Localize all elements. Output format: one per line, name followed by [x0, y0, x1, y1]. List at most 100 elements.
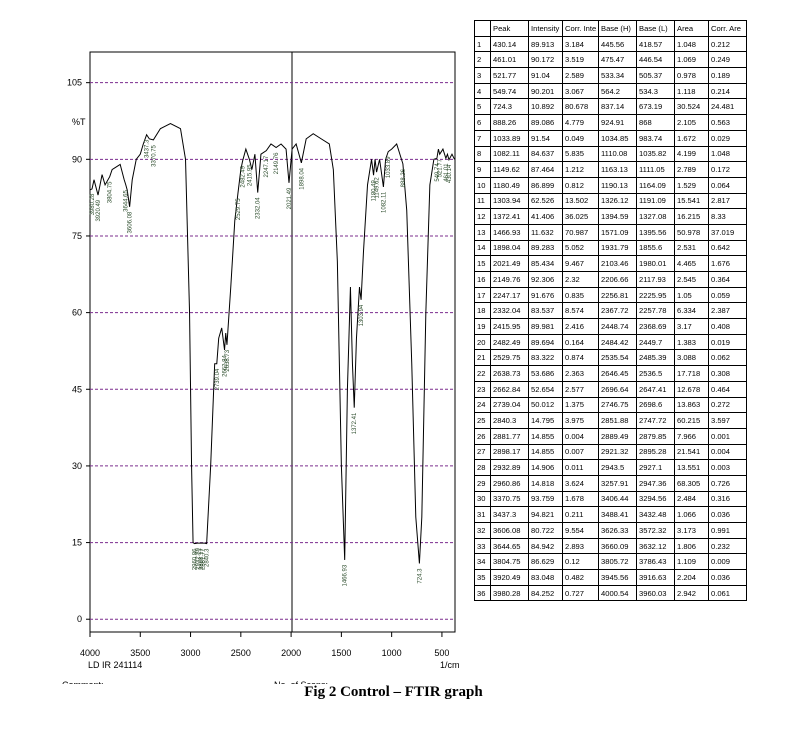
table-cell: 0.049	[562, 129, 599, 147]
table-cell: 0.036	[708, 569, 747, 586]
table-cell: 0.001	[708, 427, 747, 445]
table-cell: 52.654	[528, 380, 563, 398]
table-cell: 0.164	[562, 333, 599, 351]
table-cell: 0.172	[708, 161, 747, 178]
table-cell: 91.676	[528, 286, 563, 304]
table-cell: 85.434	[528, 255, 563, 272]
row-number: 23	[474, 380, 491, 398]
peak-label: 2932.89	[195, 547, 201, 569]
table-cell: 21.541	[674, 443, 709, 461]
table-cell: 0.978	[674, 67, 709, 84]
table-cell: 36.025	[562, 208, 599, 225]
x-tick-label: 4000	[80, 648, 100, 658]
table-cell: 2.363	[562, 365, 599, 382]
peak-label: 1082.11	[381, 191, 387, 213]
table-cell: 2256.81	[598, 286, 637, 304]
table-cell: 1931.79	[598, 239, 637, 257]
table-cell: 2.545	[674, 271, 709, 288]
row-number: 2	[474, 51, 491, 69]
table-cell: 4.465	[674, 255, 709, 272]
table-cell: 2.484	[674, 490, 709, 508]
table-cell: 2.817	[708, 192, 747, 210]
peak-label: 1303.94	[359, 304, 365, 326]
table-cell: 93.759	[528, 490, 563, 508]
table-cell: 3.173	[674, 522, 709, 539]
table-cell: 14.818	[528, 474, 563, 492]
table-row: 15 2021.49 85.434 9.467 2103.46 1980.01 4.465 1…	[474, 255, 747, 272]
table-cell: 1395.56	[636, 223, 675, 241]
table-cell: 2932.89	[490, 459, 529, 476]
header-cell: Area	[674, 20, 709, 37]
table-cell: 3805.72	[598, 553, 637, 571]
table-row: 1 430.14 89.913 3.184 445.56 418.57 1.048 0.212	[474, 35, 747, 53]
table-cell: 14.855	[528, 443, 563, 461]
table-cell: 83.322	[528, 349, 563, 367]
table-row: 35 3920.49 83.048 0.482 3945.56 3916.63 2.204 0…	[474, 569, 747, 586]
table-cell: 0.364	[708, 271, 747, 288]
table-cell: 2921.32	[598, 443, 637, 461]
table-cell: 3.597	[708, 412, 747, 429]
table-cell: 2536.5	[636, 365, 675, 382]
table-cell: 445.56	[598, 35, 637, 53]
row-number: 21	[474, 349, 491, 367]
table-row: 5 724.3 10.892 80.678 837.14 673.19 30.524 24.4…	[474, 98, 747, 116]
row-number: 22	[474, 365, 491, 382]
table-row: 16 2149.76 92.306 2.32 2206.66 2117.93 2.545 0.…	[474, 271, 747, 288]
table-cell: 0.727	[562, 584, 599, 602]
table-cell: 3980.28	[490, 584, 529, 602]
table-cell: 2448.74	[598, 318, 637, 335]
table-cell: 1033.89	[490, 129, 529, 147]
table-cell: 2.589	[562, 67, 599, 84]
table-cell: 2.204	[674, 569, 709, 586]
table-cell: 3572.32	[636, 522, 675, 539]
table-cell: 2840.3	[490, 412, 529, 429]
table-cell: 2947.36	[636, 474, 675, 492]
peak-label: 3437.3	[145, 139, 151, 158]
table-cell: 1.048	[708, 145, 747, 163]
row-number: 11	[474, 192, 491, 210]
table-cell: 13.863	[674, 396, 709, 414]
table-cell: 13.551	[674, 459, 709, 476]
table-cell: 1980.01	[636, 255, 675, 272]
row-number: 3	[474, 67, 491, 84]
table-cell: 3.184	[562, 35, 599, 53]
table-cell: 0.272	[708, 396, 747, 414]
table-cell: 3294.56	[636, 490, 675, 508]
table-row: 23 2662.84 52.654 2.577 2696.64 2647.41 12.678…	[474, 380, 747, 398]
table-cell: 1855.6	[636, 239, 675, 257]
table-cell: 1.529	[674, 176, 709, 194]
table-cell: 3632.12	[636, 537, 675, 555]
table-cell: 1.109	[674, 553, 709, 571]
table-cell: 1.375	[562, 396, 599, 414]
table-cell: 0.726	[708, 474, 747, 492]
table-row: 13 1466.93 11.632 70.987 1571.09 1395.56 50.97…	[474, 223, 747, 241]
table-cell: 2247.17	[490, 286, 529, 304]
peak-label: 2149.76	[274, 152, 280, 174]
table-cell: 3.624	[562, 474, 599, 492]
header-cell	[474, 20, 491, 37]
table-cell: 2117.93	[636, 271, 675, 288]
table-cell: 3.067	[562, 82, 599, 100]
row-number: 28	[474, 459, 491, 476]
table-cell: 0.062	[708, 349, 747, 367]
table-cell: 868	[636, 114, 675, 131]
row-number: 27	[474, 443, 491, 461]
table-cell: 521.77	[490, 67, 529, 84]
table-cell: 2332.04	[490, 302, 529, 320]
table-row: 30 3370.75 93.759 1.678 3406.44 3294.56 2.484 0…	[474, 490, 747, 508]
table-cell: 2.416	[562, 318, 599, 335]
header-cell: Base (L)	[636, 20, 675, 37]
table-cell: 2449.7	[636, 333, 675, 351]
table-cell: 4.779	[562, 114, 599, 131]
table-cell: 0.019	[708, 333, 747, 351]
table-cell: 1.118	[674, 82, 709, 100]
table-cell: 3945.56	[598, 569, 637, 586]
table-cell: 0.835	[562, 286, 599, 304]
header-cell: Corr. Are	[708, 20, 747, 37]
table-cell: 0.642	[708, 239, 747, 257]
table-cell: 4000.54	[598, 584, 637, 602]
peak-label: 1149.62	[375, 177, 381, 199]
table-cell: 1303.94	[490, 192, 529, 210]
table-cell: 0.189	[708, 67, 747, 84]
row-number: 15	[474, 255, 491, 272]
